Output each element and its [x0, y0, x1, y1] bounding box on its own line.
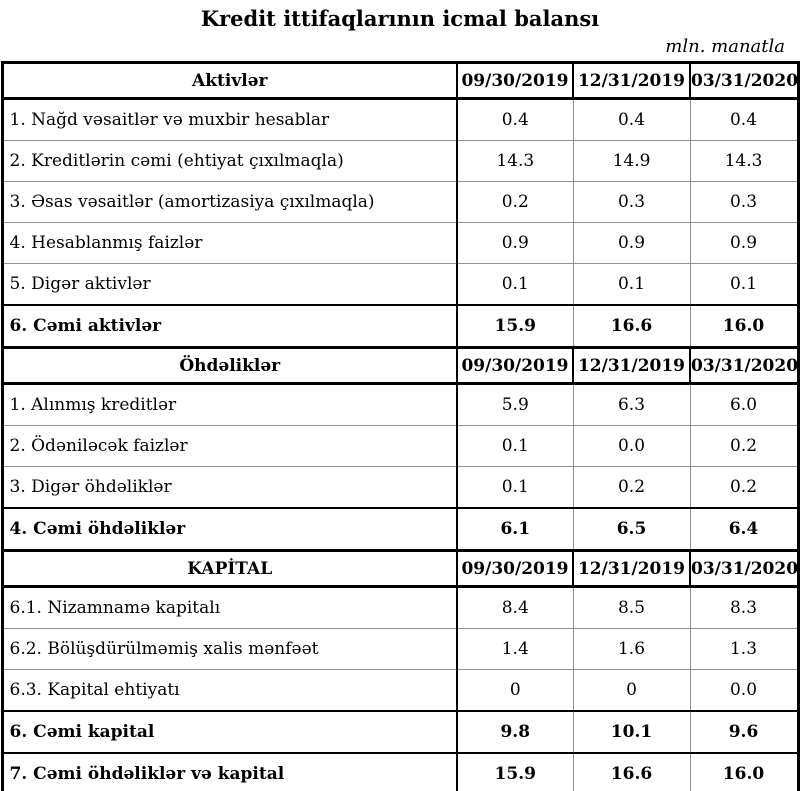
total-row: 4. Cəmi öhdəliklər 6.1 6.5 6.4	[2, 507, 798, 551]
table-row: 3. Əsas vəsaitlər (amortizasiya çıxılmaq…	[2, 181, 798, 223]
cell-value: 0.2	[572, 466, 690, 508]
total-row: 6. Cəmi aktivlər 15.9 16.6 16.0	[2, 304, 798, 348]
cell-value: 0.1	[572, 263, 690, 305]
cell-value: 0.2	[689, 466, 798, 508]
cell-value: 9.8	[456, 710, 573, 753]
cell-value: 16.6	[572, 752, 690, 791]
table-row: 1. Nağd vəsaitlər və muxbir hesablar 0.4 0…	[2, 98, 798, 141]
section-header-row: KAPİTAL 09/30/2019 12/31/2019 03/31/2020	[2, 549, 798, 588]
row-label: 5. Digər aktivlər	[2, 263, 458, 305]
cell-value: 0.4	[572, 98, 690, 141]
table-row: 3. Digər öhdəliklər 0.1 0.2 0.2	[2, 466, 798, 508]
cell-value: 0.1	[689, 263, 798, 305]
row-label: 1. Alınmış kreditlər	[2, 383, 458, 426]
row-label: 4. Cəmi öhdəliklər	[2, 507, 458, 551]
cell-value: 8.3	[689, 586, 798, 629]
cell-value: 0.2	[689, 425, 798, 467]
table-row: 4. Hesablanmış faizlər 0.9 0.9 0.9	[2, 222, 798, 264]
cell-value: 0	[572, 669, 690, 711]
cell-value: 1.3	[689, 628, 798, 670]
cell-value: 0.9	[572, 222, 690, 264]
section-header-row: Öhdəliklər 09/30/2019 12/31/2019 03/31/2020	[2, 346, 798, 385]
cell-value: 0.3	[689, 181, 798, 223]
cell-value: 14.9	[572, 140, 690, 182]
cell-value: 10.1	[572, 710, 690, 753]
cell-value: 0.0	[689, 669, 798, 711]
column-header-date: 12/31/2019	[572, 61, 690, 100]
cell-value: 16.6	[572, 304, 690, 348]
cell-value: 0.9	[689, 222, 798, 264]
section-header-title: Öhdəliklər	[2, 346, 458, 385]
page-title: Kredit ittifaqlarının icmal balansı	[200, 6, 600, 31]
row-label: 2. Ödəniləcək faizlər	[2, 425, 458, 467]
cell-value: 6.5	[572, 507, 690, 551]
column-header-date: 03/31/2020	[689, 346, 798, 385]
table-row: 6.2. Bölüşdürülməmiş xalis mənfəət 1.4 1.6…	[2, 628, 798, 670]
table-row: 6.3. Kapital ehtiyatı 0 0 0.0	[2, 669, 798, 711]
cell-value: 16.0	[689, 752, 798, 791]
column-header-date: 09/30/2019	[456, 549, 573, 588]
cell-value: 6.4	[689, 507, 798, 551]
cell-value: 1.4	[456, 628, 573, 670]
unit-note: mln. manatla	[665, 36, 785, 57]
cell-value: 8.4	[456, 586, 573, 629]
column-header-date: 12/31/2019	[572, 346, 690, 385]
cell-value: 15.9	[456, 304, 573, 348]
total-row: 7. Cəmi öhdəliklər və kapital 15.9 16.6 16.…	[2, 752, 798, 791]
row-label: 6.1. Nizamnamə kapitalı	[2, 586, 458, 629]
cell-value: 8.5	[572, 586, 690, 629]
cell-value: 14.3	[689, 140, 798, 182]
table-row: 6.1. Nizamnamə kapitalı 8.4 8.5 8.3	[2, 586, 798, 629]
row-label: 1. Nağd vəsaitlər və muxbir hesablar	[2, 98, 458, 141]
cell-value: 9.6	[689, 710, 798, 753]
cell-value: 16.0	[689, 304, 798, 348]
cell-value: 0.3	[572, 181, 690, 223]
table-row: 2. Kreditlərin cəmi (ehtiyat çıxılmaqla)…	[2, 140, 798, 182]
row-label: 2. Kreditlərin cəmi (ehtiyat çıxılmaqla)	[2, 140, 458, 182]
cell-value: 14.3	[456, 140, 573, 182]
table-row: 5. Digər aktivlər 0.1 0.1 0.1	[2, 263, 798, 305]
row-label: 6. Cəmi kapital	[2, 710, 458, 753]
table-row: 1. Alınmış kreditlər 5.9 6.3 6.0	[2, 383, 798, 426]
cell-value: 0.4	[456, 98, 573, 141]
table-row: 2. Ödəniləcək faizlər 0.1 0.0 0.2	[2, 425, 798, 467]
row-label: 7. Cəmi öhdəliklər və kapital	[2, 752, 458, 791]
column-header-date: 09/30/2019	[456, 61, 573, 100]
row-label: 6. Cəmi aktivlər	[2, 304, 458, 348]
cell-value: 0.9	[456, 222, 573, 264]
total-row: 6. Cəmi kapital 9.8 10.1 9.6	[2, 710, 798, 753]
column-header-date: 09/30/2019	[456, 346, 573, 385]
cell-value: 6.1	[456, 507, 573, 551]
column-header-date: 03/31/2020	[689, 549, 798, 588]
row-label: 6.2. Bölüşdürülməmiş xalis mənfəət	[2, 628, 458, 670]
cell-value: 5.9	[456, 383, 573, 426]
row-label: 3. Əsas vəsaitlər (amortizasiya çıxılmaq…	[2, 181, 458, 223]
cell-value: 0.1	[456, 425, 573, 467]
cell-value: 15.9	[456, 752, 573, 791]
cell-value: 0.4	[689, 98, 798, 141]
cell-value: 0.1	[456, 466, 573, 508]
balance-table: Aktivlər 09/30/2019 12/31/2019 03/31/2020 1.…	[0, 61, 800, 791]
cell-value: 0	[456, 669, 573, 711]
cell-value: 0.1	[456, 263, 573, 305]
column-header-date: 03/31/2020	[689, 61, 798, 100]
cell-value: 6.0	[689, 383, 798, 426]
section-header-title: Aktivlər	[2, 61, 458, 100]
column-header-date: 12/31/2019	[572, 549, 690, 588]
cell-value: 1.6	[572, 628, 690, 670]
cell-value: 0.0	[572, 425, 690, 467]
cell-value: 0.2	[456, 181, 573, 223]
row-label: 6.3. Kapital ehtiyatı	[2, 669, 458, 711]
section-header-title: KAPİTAL	[2, 549, 458, 588]
row-label: 3. Digər öhdəliklər	[2, 466, 458, 508]
cell-value: 6.3	[572, 383, 690, 426]
section-header-row: Aktivlər 09/30/2019 12/31/2019 03/31/2020	[2, 61, 798, 100]
row-label: 4. Hesablanmış faizlər	[2, 222, 458, 264]
